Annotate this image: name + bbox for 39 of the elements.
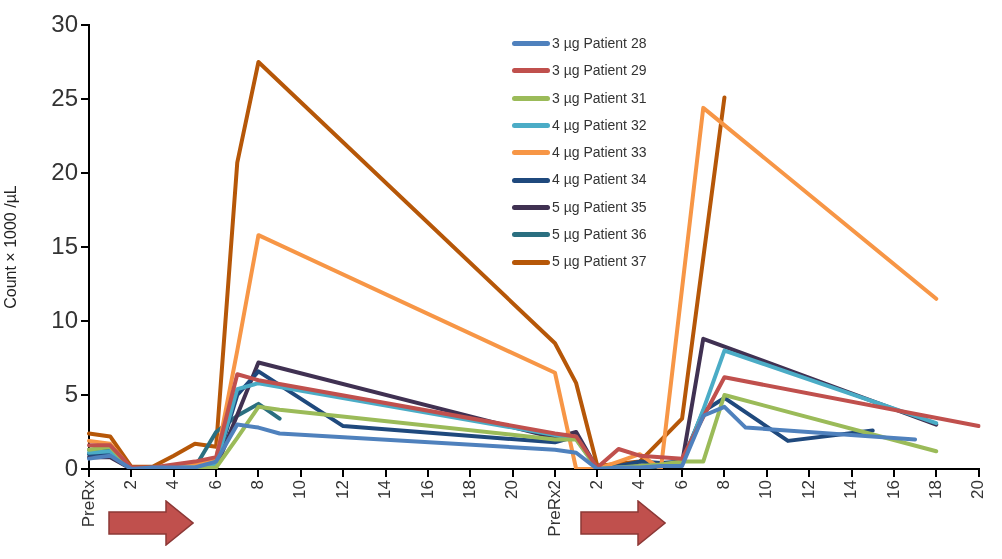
legend-label: 3 µg Patient 29	[552, 61, 647, 81]
y-tick-label: 15	[51, 231, 78, 259]
x-tick-label: 8	[714, 480, 734, 490]
legend-label: 4 µg Patient 32	[552, 115, 647, 135]
x-tick-label: 2	[587, 480, 607, 490]
legend-label: 3 µg Patient 28	[552, 34, 647, 53]
legend-label: 3 µg Patient 31	[552, 88, 647, 108]
x-tick-label: 16	[417, 480, 437, 499]
x-tick-label: 18	[925, 480, 945, 499]
x-tick-label: PreRx	[78, 479, 98, 528]
x-tick-label: 18	[459, 480, 479, 499]
y-tick-label: 30	[51, 9, 78, 37]
x-tick-label: 2	[121, 480, 141, 490]
legend-label: 5 µg Patient 35	[552, 197, 647, 217]
y-tick-label: 20	[51, 157, 78, 185]
x-tick-label: 10	[290, 480, 310, 499]
x-tick-label: 20	[968, 480, 988, 499]
y-tick-label: 5	[64, 379, 78, 407]
y-tick-label: 10	[51, 305, 78, 333]
x-tick-label: 4	[629, 480, 649, 490]
x-tick-label: 20	[502, 480, 522, 499]
x-tick-label: 14	[375, 480, 395, 499]
legend-label: 4 µg Patient 34	[552, 170, 647, 190]
y-axis-title: Count × 1000 /µL	[2, 185, 20, 309]
x-tick-label: PreRx2	[544, 480, 564, 537]
x-tick-label: 8	[248, 480, 268, 490]
y-tick-label: 25	[51, 83, 78, 111]
x-tick-label: 12	[332, 480, 352, 499]
x-tick-label: 14	[841, 480, 861, 499]
x-tick-label: 6	[205, 480, 225, 490]
y-tick-label: 0	[64, 453, 78, 481]
legend-label: 4 µg Patient 33	[552, 143, 647, 163]
legend-label: 5 µg Patient 37	[552, 252, 647, 272]
x-tick-label: 12	[798, 480, 818, 499]
legend-label: 5 µg Patient 36	[552, 225, 647, 245]
x-tick-label: 4	[163, 480, 183, 490]
x-tick-label: 6	[671, 480, 691, 490]
x-tick-label: 10	[756, 480, 776, 499]
x-tick-label: 16	[883, 480, 903, 499]
